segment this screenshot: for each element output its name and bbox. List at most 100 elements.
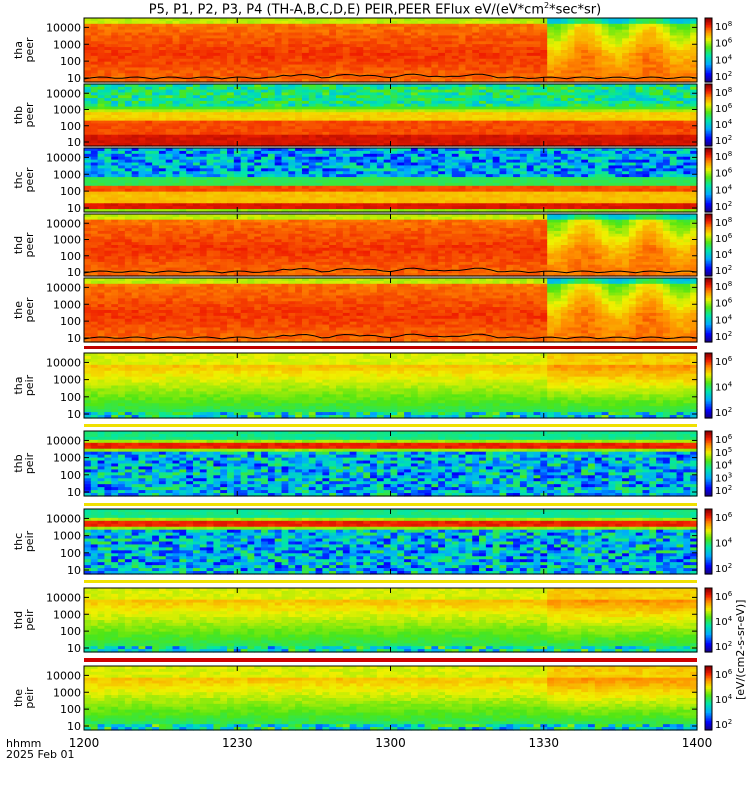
heatmap-cell (315, 67, 323, 71)
heatmap-cell (370, 44, 378, 48)
heatmap-cell (199, 79, 208, 83)
heatmap-cell (499, 61, 507, 66)
heatmap-cell (431, 29, 439, 34)
heatmap-cell (329, 67, 337, 71)
heatmap-cell (553, 79, 562, 83)
heatmap-cell (417, 44, 426, 48)
heatmap-cell (220, 50, 228, 54)
heatmap-cell (199, 70, 208, 74)
heatmap-cell (519, 38, 528, 42)
heatmap-cell (349, 29, 358, 34)
heatmap-cell (547, 29, 555, 34)
heatmap-cell (220, 23, 228, 28)
heatmap-cell (492, 73, 501, 77)
heatmap-cell (485, 41, 494, 45)
heatmap-cell (349, 52, 358, 57)
heatmap-cell (240, 76, 249, 80)
heatmap-cell (274, 20, 283, 25)
heatmap-cell (118, 20, 126, 25)
heatmap-cell (261, 47, 269, 51)
heatmap-cell (499, 18, 507, 22)
heatmap-cell (615, 18, 623, 22)
heatmap-cell (547, 44, 555, 48)
heatmap-cell (479, 67, 487, 71)
heatmap-cell (506, 70, 514, 74)
heatmap-cell (199, 52, 208, 57)
heatmap-cell (417, 18, 426, 22)
heatmap-cell (84, 73, 92, 77)
heatmap-cell (513, 32, 521, 37)
heatmap-cell (301, 29, 310, 34)
heatmap-cell (301, 26, 310, 31)
heatmap-cell (199, 41, 208, 45)
heatmap-cell (472, 76, 480, 80)
heatmap-cell (158, 50, 167, 54)
heatmap-cell (336, 18, 344, 22)
heatmap-cell (669, 73, 678, 77)
heatmap-cell (322, 29, 330, 34)
heatmap-cell (254, 79, 262, 83)
heatmap-cell (138, 38, 146, 42)
heatmap-cell (444, 47, 453, 51)
heatmap-cell (404, 26, 412, 31)
heatmap-cell (213, 61, 221, 66)
heatmap-cell (274, 76, 283, 80)
heatmap-cell (145, 64, 153, 69)
heatmap-cell (601, 29, 610, 34)
heatmap-cell (676, 50, 684, 54)
heatmap-cell (560, 26, 569, 31)
heatmap-cell (308, 41, 317, 45)
heatmap-cell (608, 52, 616, 57)
heatmap-cell (662, 61, 671, 66)
heatmap-cell (192, 38, 201, 42)
heatmap-cell (192, 64, 201, 69)
heatmap-cell (206, 70, 215, 74)
heatmap-cell (465, 20, 473, 25)
heatmap-cell (588, 47, 596, 51)
heatmap-cell (342, 76, 351, 80)
heatmap-cell (594, 29, 603, 34)
heatmap-cell (179, 23, 187, 28)
heatmap-cell (649, 32, 657, 37)
heatmap-cell (683, 52, 691, 57)
heatmap-cell (192, 58, 201, 63)
heatmap-cell (97, 76, 106, 80)
heatmap-cell (492, 70, 501, 74)
heatmap-cell (444, 20, 453, 25)
colorbar-tick-label: 104 (715, 53, 733, 66)
heatmap-cell (649, 29, 657, 34)
heatmap-cell (118, 73, 126, 77)
heatmap-cell (206, 79, 215, 83)
heatmap-cell (417, 70, 426, 74)
heatmap-cell (683, 44, 691, 48)
heatmap-cell (145, 44, 153, 48)
heatmap-cell (213, 32, 221, 37)
heatmap-cell (383, 61, 392, 66)
heatmap-cell (526, 23, 535, 28)
heatmap-cell (145, 20, 153, 25)
heatmap-cell (186, 70, 194, 74)
heatmap-cell (118, 64, 126, 69)
heatmap-cell (363, 32, 371, 37)
heatmap-cell (656, 64, 664, 69)
heatmap-cell (594, 76, 603, 80)
heatmap-cell (533, 32, 541, 37)
heatmap-cell (165, 35, 174, 39)
heatmap-cell (227, 32, 235, 37)
heatmap-cell (342, 47, 351, 51)
heatmap-cell (567, 20, 575, 25)
heatmap-cell (499, 73, 507, 77)
heatmap-cell (179, 58, 187, 63)
heatmap-cell (342, 58, 351, 63)
heatmap-cell (152, 70, 160, 74)
heatmap-cell (138, 67, 146, 71)
heatmap-cell (513, 44, 521, 48)
heatmap-cell (213, 47, 221, 51)
heatmap-cell (628, 44, 637, 48)
heatmap-cell (301, 44, 310, 48)
heatmap-cell (274, 29, 283, 34)
heatmap-cell (390, 52, 398, 57)
heatmap-cell (342, 44, 351, 48)
heatmap-cell (472, 20, 480, 25)
